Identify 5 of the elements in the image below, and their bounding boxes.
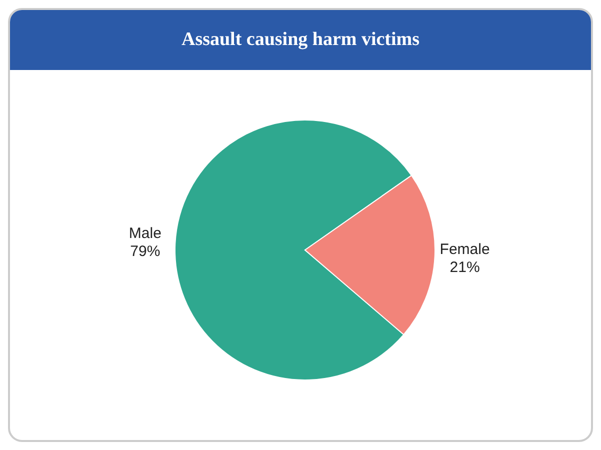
chart-title: Assault causing harm victims [10,10,591,70]
data-label: 79% [130,243,160,260]
slice-label: Male [128,225,162,242]
data-label: 21% [450,258,480,276]
slice-label: Female [440,240,490,258]
